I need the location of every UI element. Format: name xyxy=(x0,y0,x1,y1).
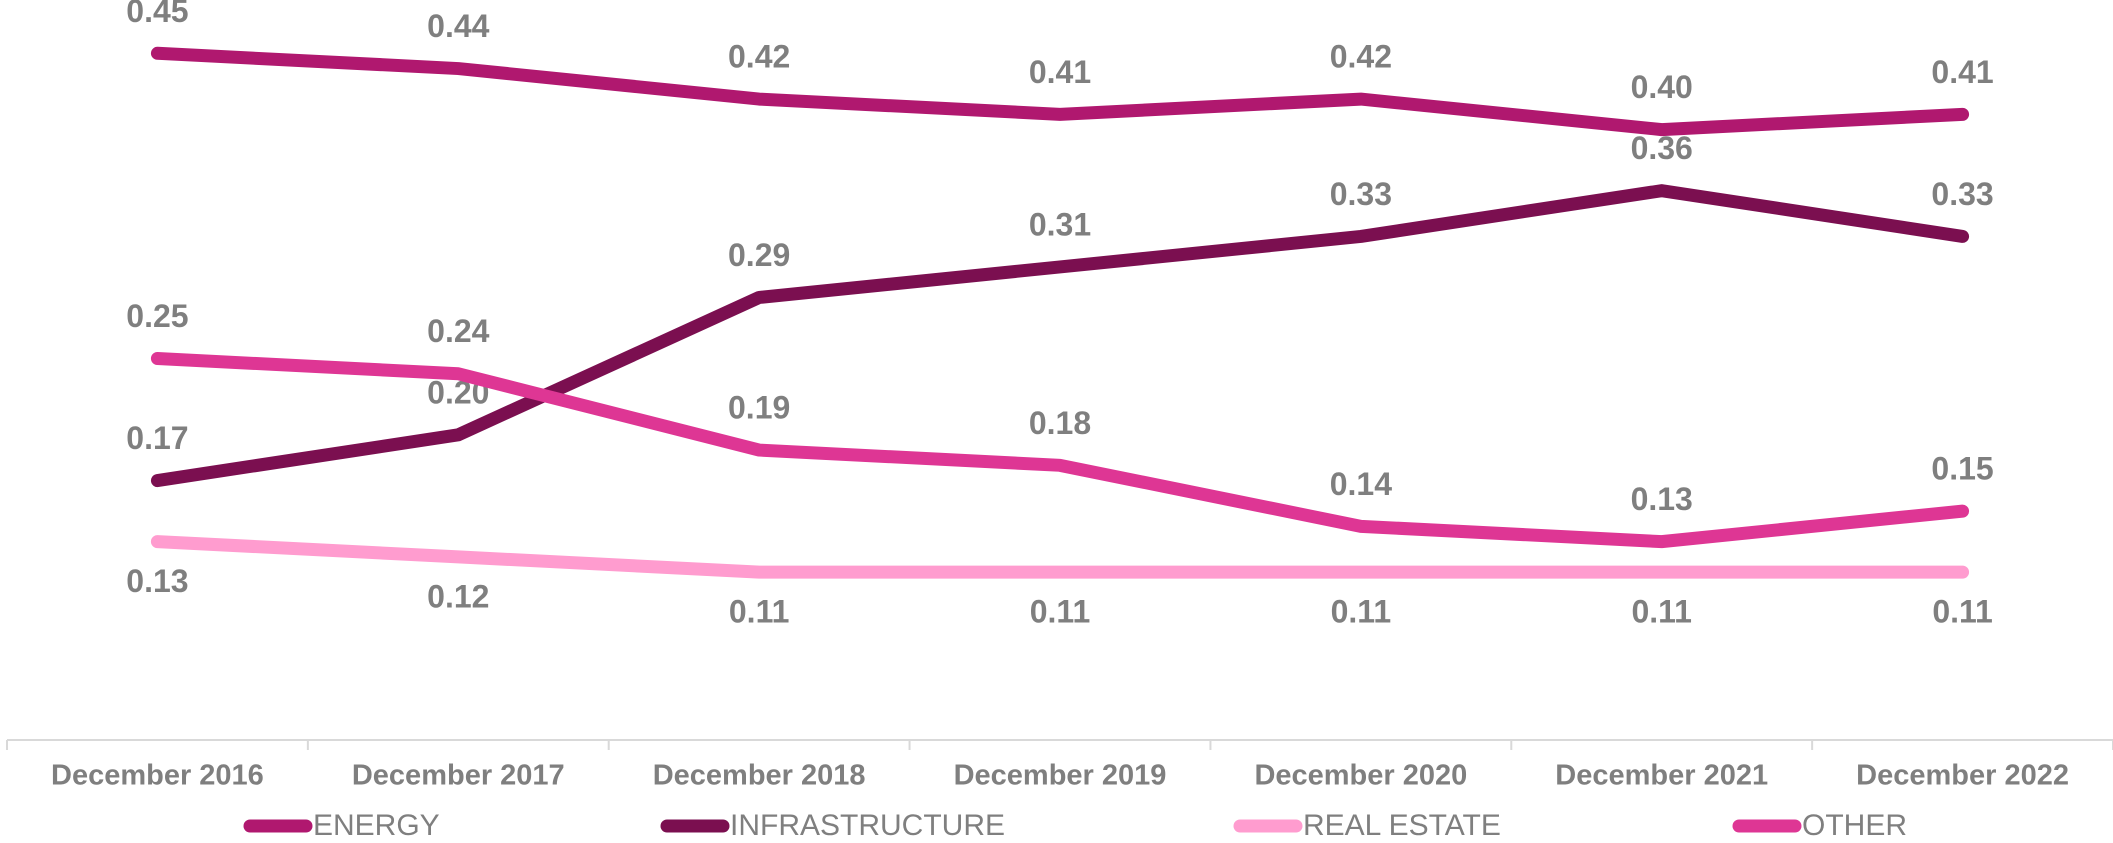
x-tick-label: December 2022 xyxy=(1856,760,2069,792)
data-label: 0.40 xyxy=(1631,69,1693,105)
data-label: 0.33 xyxy=(1330,176,1392,212)
line-series xyxy=(150,535,1970,579)
line-series xyxy=(150,46,1970,137)
data-label: 0.17 xyxy=(126,420,188,456)
line-series xyxy=(150,352,1970,549)
data-label: 0.41 xyxy=(1931,54,1993,90)
data-label: 0.31 xyxy=(1029,206,1091,242)
data-label: 0.14 xyxy=(1330,466,1392,502)
data-label: 0.11 xyxy=(1932,594,1993,630)
data-label: 0.29 xyxy=(728,237,790,273)
data-label: 0.11 xyxy=(1030,594,1091,630)
x-tick-label: December 2018 xyxy=(653,760,866,792)
data-label: 0.13 xyxy=(1631,481,1693,517)
legend-label: OTHER xyxy=(1802,809,1907,842)
data-label: 0.36 xyxy=(1631,130,1693,166)
data-label: 0.18 xyxy=(1029,405,1091,441)
legend-label: ENERGY xyxy=(313,809,440,842)
line-series xyxy=(150,184,1970,488)
x-tick-label: December 2016 xyxy=(51,760,264,792)
data-label: 0.44 xyxy=(427,8,489,44)
data-label: 0.11 xyxy=(1331,594,1392,630)
data-label: 0.42 xyxy=(728,39,790,75)
data-label: 0.41 xyxy=(1029,54,1091,90)
data-label: 0.45 xyxy=(126,0,188,29)
data-label: 0.42 xyxy=(1330,39,1392,75)
data-label: 0.12 xyxy=(427,578,489,614)
data-label: 0.25 xyxy=(126,298,188,334)
legend-label: REAL ESTATE xyxy=(1303,809,1501,842)
x-tick-label: December 2017 xyxy=(352,760,565,792)
x-tick-label: December 2019 xyxy=(954,760,1167,792)
legend-label: INFRASTRUCTURE xyxy=(730,809,1005,842)
x-tick-label: December 2020 xyxy=(1254,760,1467,792)
data-label: 0.24 xyxy=(427,313,489,349)
data-label: 0.15 xyxy=(1931,451,1993,487)
data-label: 0.11 xyxy=(1631,594,1692,630)
data-label: 0.11 xyxy=(729,594,790,630)
data-label: 0.19 xyxy=(728,390,790,426)
x-tick-label: December 2021 xyxy=(1555,760,1768,792)
data-label: 0.13 xyxy=(126,563,188,599)
data-label: 0.33 xyxy=(1931,176,1993,212)
